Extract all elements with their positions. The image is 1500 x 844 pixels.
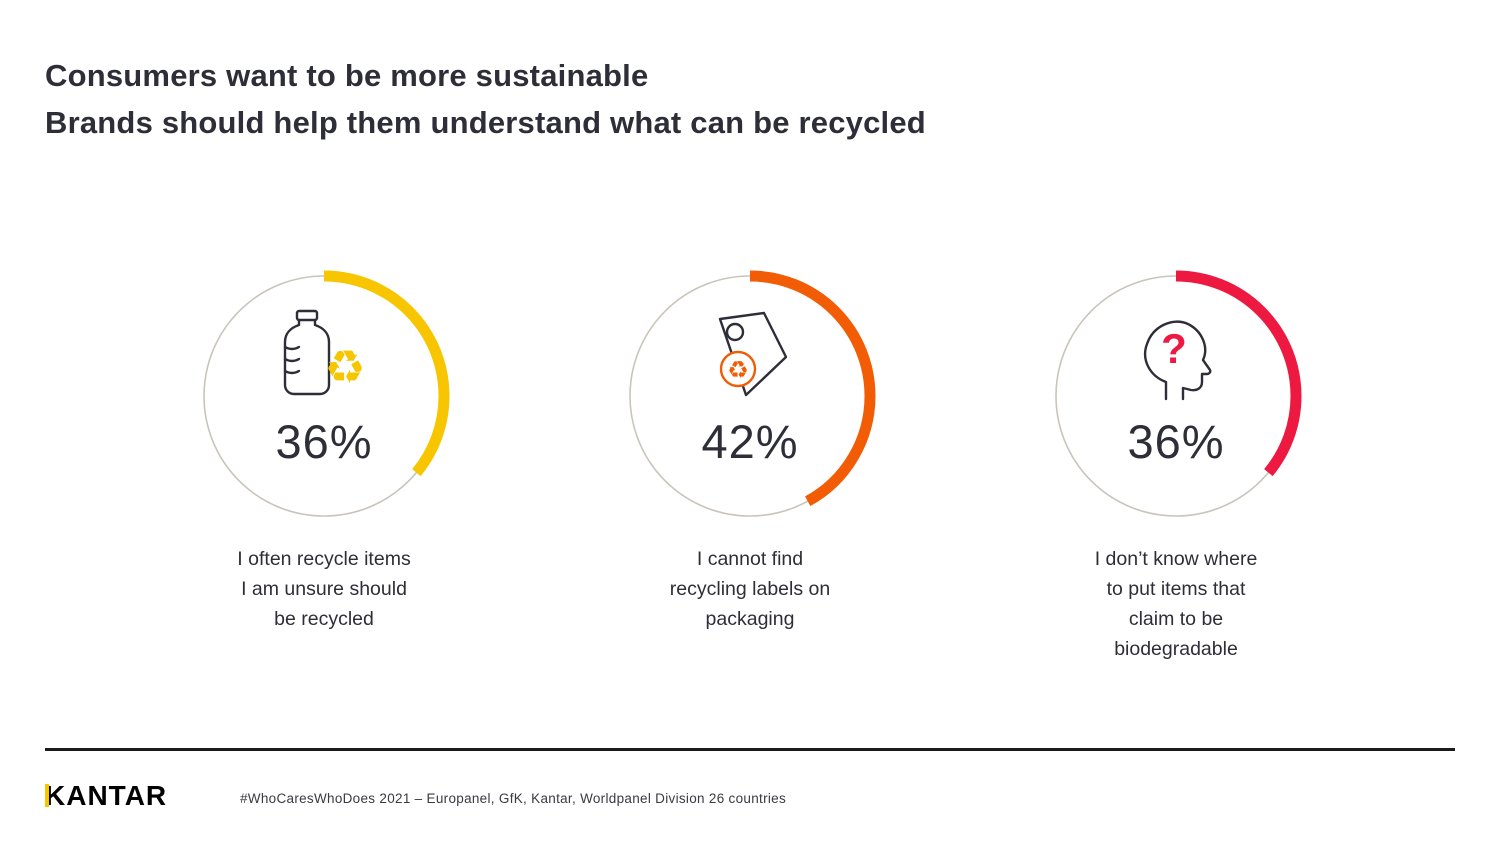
stat-value: 36% (275, 415, 373, 468)
svg-text:♻: ♻ (324, 341, 365, 393)
gauge-value-arc (198, 270, 450, 522)
stat-caption: I cannot find recycling labels on packag… (669, 548, 831, 630)
stat-caption: I often recycle items I am unsure should… (237, 548, 411, 630)
gauge-donut: ♻ 42% (620, 266, 880, 526)
tag-recycle-icon: ♻ (620, 300, 880, 418)
stat-card-labels: ♻ 42% I cannot find recycling labels on … (600, 266, 900, 664)
stat-card-biodegradable: ? 36% I don’t know where to put items th… (1026, 266, 1326, 664)
gauge-ring-svg (198, 270, 450, 522)
gauge-value-arc (624, 270, 876, 522)
source-attribution: #WhoCaresWhoDoes 2021 – Europanel, GfK, … (240, 791, 787, 806)
head-question-icon: ? (1046, 300, 1306, 418)
gauge-donut: ? 36% (1046, 266, 1306, 526)
stat-value: 36% (1127, 415, 1225, 468)
footer-divider-line (45, 748, 1455, 751)
page-title: Consumers want to be more sustainable Br… (45, 52, 926, 146)
title-line-1: Consumers want to be more sustainable (45, 58, 649, 93)
stat-value: 42% (701, 415, 799, 468)
stats-row: ♻ 36% I often recycle items I am unsure … (0, 266, 1500, 664)
kantar-logo: KANTAR (45, 780, 167, 812)
gauge-donut: ♻ 36% (194, 266, 454, 526)
gauge-ring-svg (624, 270, 876, 522)
svg-text:♻: ♻ (727, 357, 749, 384)
gauge-ring-svg (1050, 270, 1302, 522)
stat-card-recycle-unsure: ♻ 36% I often recycle items I am unsure … (174, 266, 474, 664)
svg-text:?: ? (1161, 325, 1187, 372)
stat-caption: I don’t know where to put items that cla… (1094, 548, 1258, 660)
title-line-2: Brands should help them understand what … (45, 105, 926, 140)
logo-wordmark: KANTAR (45, 780, 168, 811)
gauge-value-arc (1050, 270, 1302, 522)
logo-accent-bar (45, 784, 49, 807)
bottle-recycle-icon: ♻ (194, 300, 454, 418)
